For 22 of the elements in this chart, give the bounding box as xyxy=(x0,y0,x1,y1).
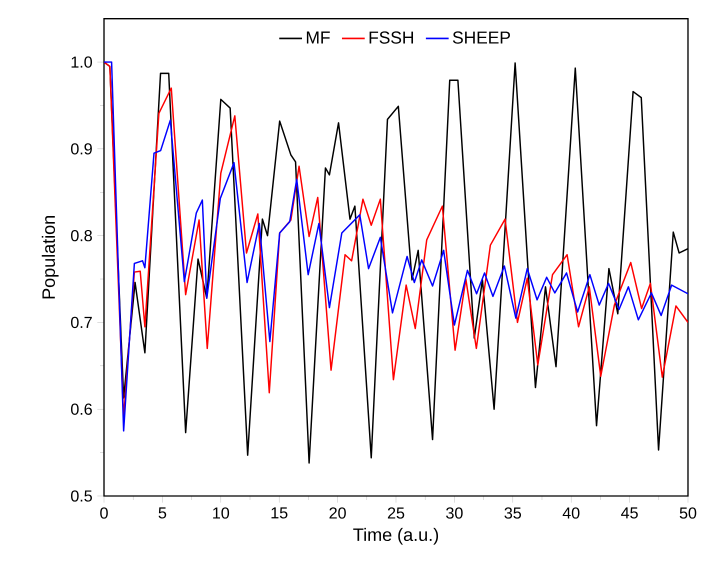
x-tick-label: 45 xyxy=(621,507,638,519)
legend-label: SHEEP xyxy=(452,31,510,44)
legend-label: FSSH xyxy=(370,31,414,44)
x-tick-label: 35 xyxy=(504,507,522,519)
x-tick-label: 5 xyxy=(158,507,166,519)
legend-label: MF xyxy=(306,32,330,44)
y-tick-label: 0.6 xyxy=(71,404,92,415)
x-tick-label: 10 xyxy=(213,507,230,519)
x-tick-label: 0 xyxy=(100,507,108,519)
y-tick-label: 0.8 xyxy=(71,230,92,242)
y-axis-title: Population xyxy=(42,216,59,298)
x-axis-title: Time (a.u.) xyxy=(353,528,438,545)
x-tick-label: 25 xyxy=(388,507,404,519)
x-tick-label: 20 xyxy=(329,507,346,519)
x-tick-label: 30 xyxy=(446,507,463,519)
y-tick-label: 0.7 xyxy=(71,316,92,328)
y-tick-label: 0.9 xyxy=(71,143,92,155)
x-tick-label: 15 xyxy=(272,507,288,519)
x-tick-label: 50 xyxy=(680,507,696,519)
y-tick-label: 0.5 xyxy=(71,490,92,502)
y-tick-label: 1.0 xyxy=(72,56,92,68)
x-tick-label: 40 xyxy=(562,507,580,519)
